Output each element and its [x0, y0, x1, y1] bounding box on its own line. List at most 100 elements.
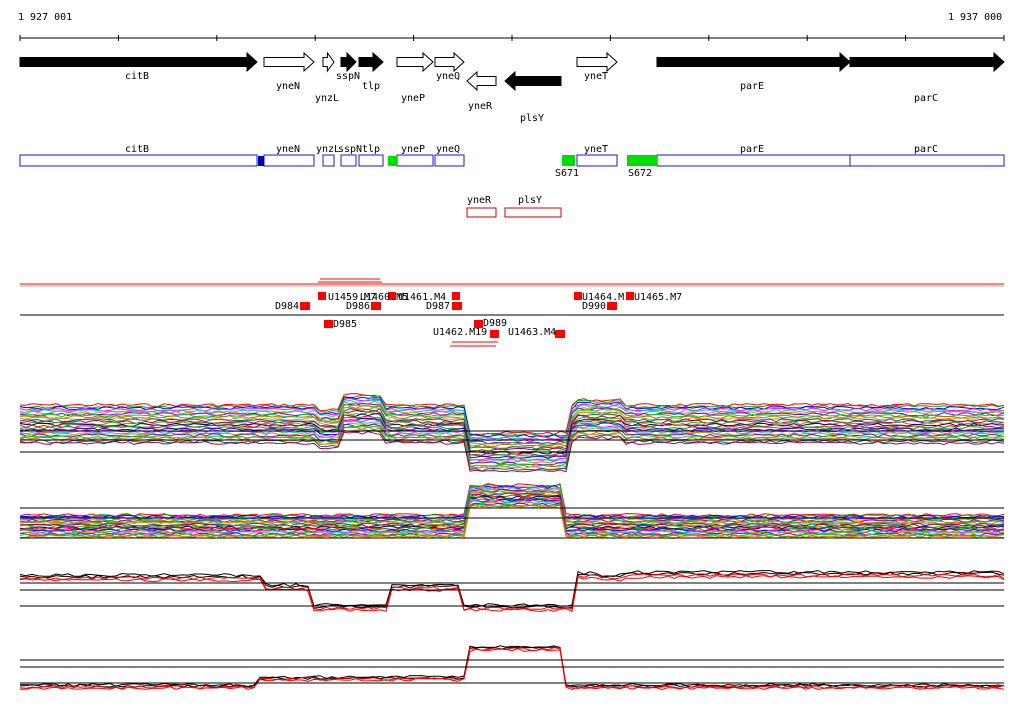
track1-line [19, 400, 1005, 443]
gene-arrow-ynzL [322, 51, 335, 73]
track1-line [19, 417, 1005, 460]
gene-label-yneN: yneN [276, 81, 300, 92]
segment-label: U1465.M7 [634, 292, 682, 303]
special-label-S672: S672 [628, 168, 652, 179]
feature-box-yneQ [434, 154, 465, 167]
segment-label: D986 [346, 301, 370, 312]
feature-marker-blue [258, 156, 264, 166]
track2-line [19, 504, 1005, 540]
segment-block [607, 302, 617, 310]
feature-label-yneQ: yneQ [436, 144, 460, 155]
segment-block [490, 330, 499, 338]
gene-label-parC: parC [914, 93, 938, 104]
gene-label-tlp: tlp [362, 81, 380, 92]
track2-line [19, 494, 1005, 529]
gene-arrow-tlp [358, 51, 384, 73]
gene-arrow-parE [656, 51, 851, 73]
segment-label: U1460.M5 [360, 292, 408, 303]
feature-box-sspN [340, 154, 357, 167]
segment-block [388, 292, 396, 300]
segment-label: D985 [333, 319, 357, 330]
track4-line [19, 648, 1005, 691]
gene-arrow-sspN [340, 51, 357, 73]
feature-marker-green [388, 156, 397, 166]
feature-label-citB: citB [125, 144, 149, 155]
reverse-box-yneR [466, 207, 497, 218]
track3-line [19, 574, 1005, 613]
segment-label: U1461.M4 [398, 292, 446, 303]
reverse-label-yneR: yneR [467, 195, 492, 206]
feature-box-ynzL [322, 154, 335, 167]
feature-box-yneT [576, 154, 618, 167]
gene-arrow-plsY [504, 70, 562, 92]
segment-block [474, 320, 483, 328]
track1-line [19, 429, 1005, 472]
special-label-S671: S671 [555, 168, 579, 179]
feature-box-yneN [263, 154, 315, 167]
feature-box-parC [849, 154, 1005, 167]
gene-arrow-yneQ [434, 51, 465, 73]
segment-block [574, 292, 582, 300]
track2-line [19, 496, 1005, 531]
segment-block [371, 302, 381, 310]
track2-line [19, 500, 1005, 535]
feature-label-parC: parC [914, 144, 938, 155]
special-box-S672 [627, 155, 657, 166]
feature-label-yneT: yneT [584, 144, 608, 155]
track1-line [19, 431, 1005, 473]
gene-label-parE: parE [740, 81, 764, 92]
feature-box-parE [656, 154, 851, 167]
gene-label-yneT: yneT [584, 71, 608, 82]
ruler-end-label: 1 937 000 [948, 12, 1003, 23]
segment-block [318, 292, 326, 300]
feature-box-citB [19, 154, 258, 167]
feature-box-yneP [396, 154, 434, 167]
track1-line [19, 414, 1005, 457]
segment-label: D989 [483, 318, 507, 329]
feature-label-ynzL: ynzL [316, 144, 340, 155]
track3-line [19, 573, 1005, 611]
segment-label: D984 [275, 301, 299, 312]
segment-block [626, 292, 634, 300]
segment-label: U1462.M19 [433, 327, 487, 338]
segment-label: U1459.M7 [328, 292, 376, 303]
reverse-box-plsY [504, 207, 562, 218]
feature-label-yneN: yneN [276, 144, 300, 155]
gene-label-yneQ: yneQ [436, 71, 460, 82]
segment-label: U1463.M4 [508, 327, 556, 338]
gene-arrow-yneP [396, 51, 434, 73]
track1-line [19, 409, 1005, 452]
feature-label-tlp: tlp [362, 144, 380, 155]
track2-line [19, 497, 1005, 532]
ruler-start-label: 1 927 001 [18, 12, 73, 23]
segment-block [300, 302, 310, 310]
track1-line [19, 423, 1005, 466]
track1-line [19, 408, 1005, 451]
gene-arrow-citB [19, 51, 258, 73]
segment-label: U1464.M [582, 292, 624, 303]
track1-line [19, 393, 1005, 435]
special-box-S671 [562, 155, 575, 166]
track1-line [19, 418, 1005, 461]
gene-label-ynzL: ynzL [315, 93, 339, 104]
gene-label-yneP: yneP [401, 93, 425, 104]
gene-arrow-yneT [576, 51, 618, 73]
track1-line [19, 403, 1005, 446]
gene-label-plsY: plsY [520, 113, 544, 124]
segment-block [324, 320, 333, 328]
feature-label-sspN: sspN [338, 144, 362, 155]
reverse-label-plsY: plsY [518, 195, 542, 206]
feature-label-parE: parE [740, 144, 764, 155]
gene-label-sspN: sspN [336, 71, 360, 82]
track4-line [19, 645, 1005, 687]
gene-arrow-yneR [466, 70, 497, 92]
segment-label: D987 [426, 301, 450, 312]
segment-block [452, 292, 460, 300]
track1-line [19, 426, 1005, 469]
gene-label-citB: citB [125, 71, 149, 82]
gene-arrow-yneN [263, 51, 315, 73]
track1-line [19, 396, 1005, 438]
track1-line [20, 405, 1005, 448]
